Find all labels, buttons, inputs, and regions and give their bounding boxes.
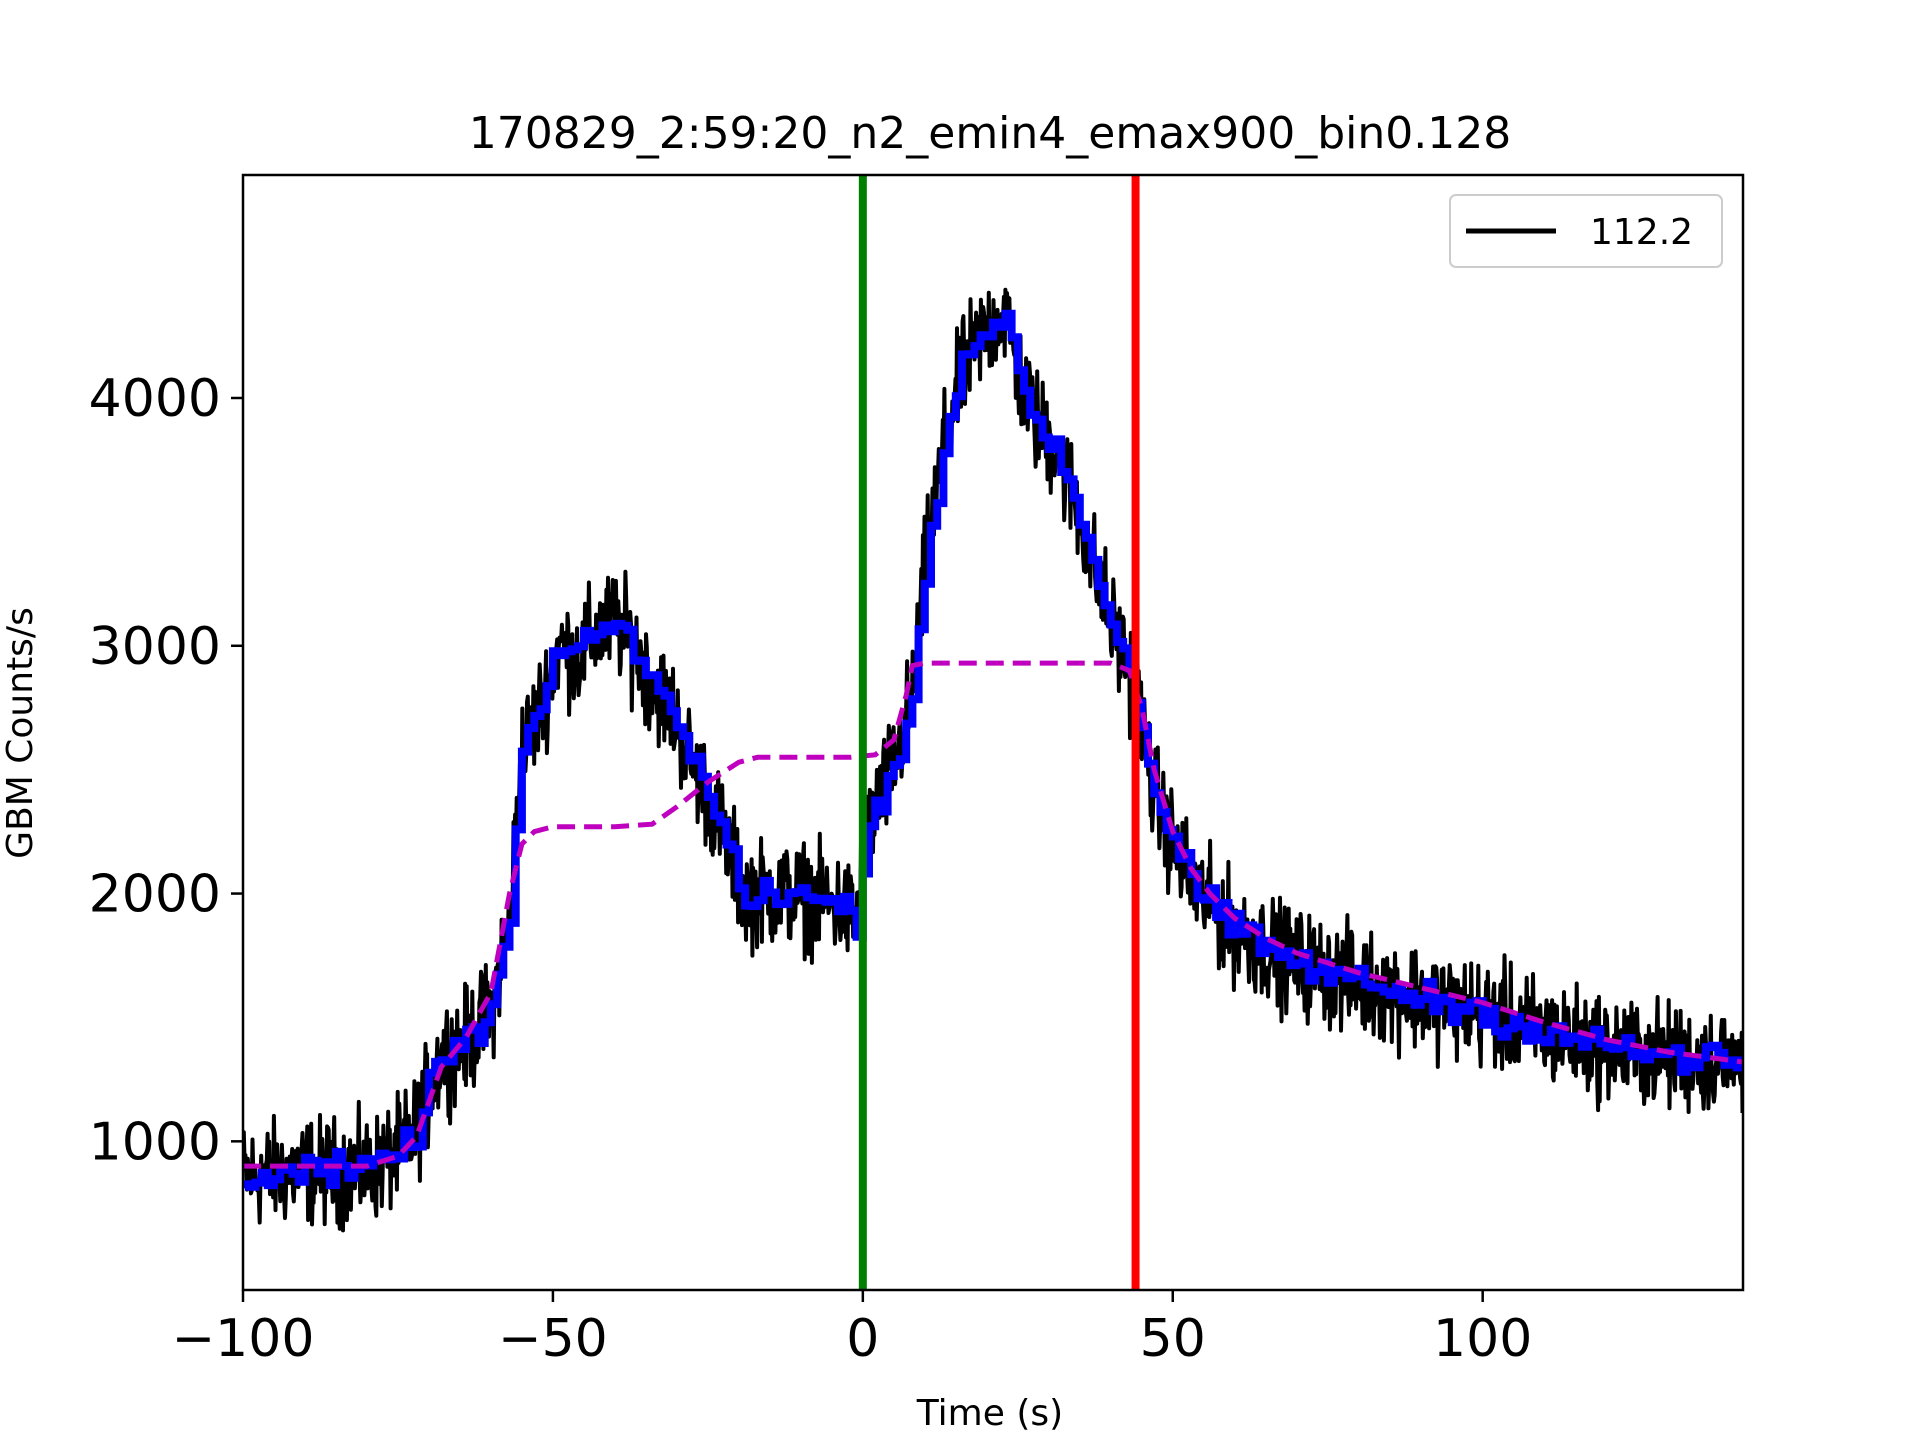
legend: 112.2 <box>1449 194 1723 268</box>
x-tick-label: 100 <box>1433 1309 1532 1369</box>
x-tick-label: −50 <box>498 1309 608 1369</box>
y-tick-label: 3000 <box>89 617 221 677</box>
x-axis-label: Time (s) <box>916 1393 1063 1434</box>
y-axis-label: GBM Counts/s <box>0 607 41 859</box>
y-tick-label: 4000 <box>89 369 221 429</box>
axes: −100 −50 0 50 100 1000 2000 3000 4000 <box>89 369 1533 1369</box>
y-tick-label: 2000 <box>89 865 221 925</box>
x-tick-label: −100 <box>172 1309 315 1369</box>
series-line-binned <box>243 309 1743 1191</box>
x-tick-label: 0 <box>846 1309 879 1369</box>
x-tick-label: 50 <box>1140 1309 1206 1369</box>
series-line-background-model <box>243 660 1743 1169</box>
legend-label: 112.2 <box>1590 212 1693 253</box>
plot-area <box>243 287 1743 1233</box>
chart-title: 170829_2:59:20_n2_emin4_emax900_bin0.128 <box>469 108 1511 159</box>
legend-box <box>1449 194 1723 268</box>
vertical-markers <box>858 175 1140 1290</box>
plot-frame <box>241 173 1745 1292</box>
y-tick-label: 1000 <box>89 1112 221 1172</box>
